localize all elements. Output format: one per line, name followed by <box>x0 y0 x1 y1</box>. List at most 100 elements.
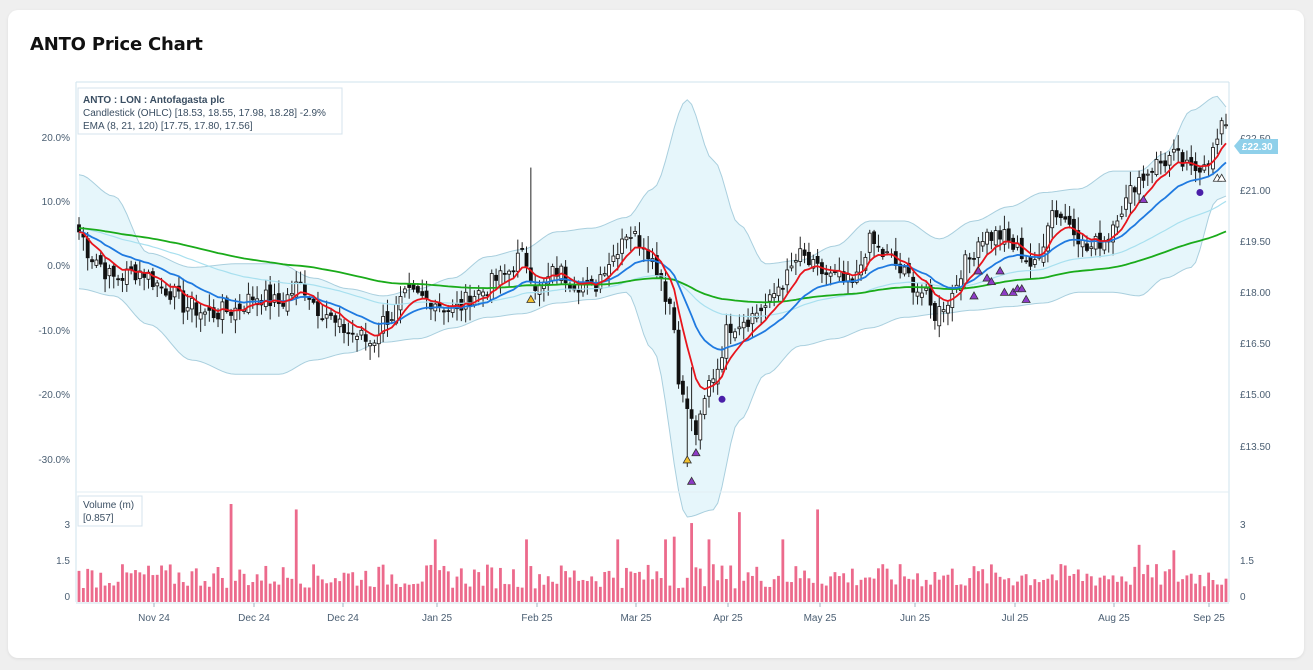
volume-bar <box>694 567 698 602</box>
volume-bar <box>1129 584 1132 602</box>
signal-dot-marker <box>1196 189 1204 197</box>
volume-bar <box>724 578 728 602</box>
candle-body <box>90 259 94 263</box>
candle-body <box>1158 160 1163 164</box>
volume-bar <box>433 539 437 602</box>
volume-bar <box>664 539 667 602</box>
volume-bar <box>225 587 229 602</box>
x-tick-label: Dec 24 <box>327 613 359 624</box>
candle-body <box>681 380 685 395</box>
volume-bar <box>438 570 442 602</box>
candle-body <box>85 238 90 259</box>
volume-bar <box>863 577 867 602</box>
volume-bar <box>290 578 294 602</box>
candle <box>1093 233 1098 256</box>
volume-bar <box>551 581 554 602</box>
volume-bar <box>416 583 420 602</box>
volume-bar <box>81 587 85 602</box>
candle-body <box>507 270 512 275</box>
candle-body <box>1145 173 1150 176</box>
candle-body <box>368 343 372 347</box>
volume-bar <box>342 572 346 602</box>
candle <box>672 301 677 334</box>
volume-bar <box>1133 566 1137 602</box>
volume-bar <box>1085 573 1089 602</box>
candle-body <box>415 286 420 293</box>
candle <box>276 280 281 317</box>
candle-body <box>155 282 160 287</box>
volume-bar <box>755 566 759 602</box>
volume-bar <box>525 539 528 602</box>
volume-bar <box>603 572 607 602</box>
volume-bar <box>412 584 415 602</box>
candle <box>346 322 351 346</box>
candle-body <box>946 304 950 314</box>
volume-bar <box>264 565 268 602</box>
volume-bar <box>186 585 190 602</box>
candle-body <box>237 303 242 311</box>
volume-bar <box>425 565 428 602</box>
candle-body <box>398 296 403 311</box>
x-tick-label: Nov 24 <box>138 613 170 624</box>
candle-body <box>1045 225 1050 252</box>
candle-body <box>329 312 333 316</box>
candle <box>1158 151 1163 175</box>
candle-body <box>1128 185 1133 204</box>
volume-bar <box>360 579 363 602</box>
volume-bar <box>1007 578 1011 602</box>
volume-bar <box>181 582 185 602</box>
volume-bar <box>351 572 355 602</box>
volume-bar <box>247 585 250 602</box>
candle <box>94 253 99 268</box>
volume-bar <box>794 566 798 602</box>
candle <box>715 358 720 395</box>
volume-bar <box>147 565 150 602</box>
candle <box>741 314 746 340</box>
volume-bar <box>972 566 976 602</box>
candle-body <box>1150 170 1155 173</box>
candle-body <box>163 288 168 296</box>
candle-body <box>389 319 394 321</box>
candle-body <box>333 315 338 323</box>
candle <box>203 308 207 326</box>
candle <box>111 262 116 289</box>
signal-triangle-marker <box>686 476 697 485</box>
volume-bar <box>1181 579 1184 602</box>
candle <box>628 226 633 252</box>
candle-body <box>1137 177 1142 195</box>
y-left-tick-label: 10.0% <box>42 197 70 208</box>
candle-body <box>294 281 299 298</box>
candle-body <box>880 248 885 257</box>
volume-bar <box>1207 572 1211 602</box>
volume-bar <box>116 581 120 602</box>
volume-bar <box>281 567 285 602</box>
volume-bar <box>1155 564 1158 602</box>
candle-body <box>698 413 703 441</box>
candle <box>911 271 916 305</box>
volume-bar <box>1120 576 1124 602</box>
signal-triangle-marker <box>982 273 992 282</box>
y-left-tick-label: -10.0% <box>38 326 70 337</box>
candle <box>181 278 186 325</box>
candle <box>1054 200 1059 225</box>
y-right-tick-label: £15.00 <box>1240 390 1271 401</box>
candle-body <box>1093 235 1098 250</box>
candle-body <box>750 313 755 325</box>
candle-body <box>524 252 529 267</box>
candle <box>611 244 616 267</box>
candle-body <box>281 302 286 307</box>
volume-bar <box>273 581 276 602</box>
volume-bar <box>1055 580 1058 602</box>
volume-bar <box>312 564 316 602</box>
volume-bar <box>542 584 546 602</box>
volume-bar <box>1059 564 1063 602</box>
volume-bar <box>1172 550 1176 602</box>
candle <box>933 301 937 330</box>
volume-bar <box>685 577 689 602</box>
candle <box>1163 152 1168 173</box>
signal-triangle-marker <box>973 266 984 275</box>
candle-body <box>807 251 811 266</box>
candle <box>937 295 942 338</box>
candle-body <box>442 310 446 313</box>
